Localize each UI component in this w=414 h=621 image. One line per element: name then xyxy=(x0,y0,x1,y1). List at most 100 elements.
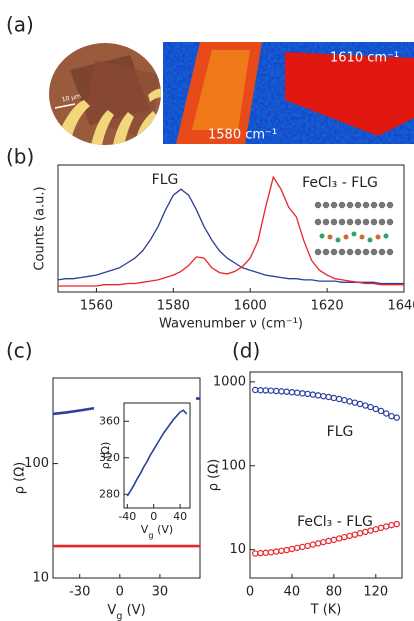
axis-frame xyxy=(123,402,191,509)
label-part: (V) xyxy=(122,603,145,618)
y-tick-label: 320 xyxy=(99,451,120,464)
crystal-structure xyxy=(314,201,394,256)
y-tick-label: 10 xyxy=(32,571,49,586)
panel-label: (c) xyxy=(6,339,33,363)
data-point xyxy=(314,540,322,547)
label-part: g xyxy=(116,611,122,621)
data-point xyxy=(262,387,269,394)
data-point xyxy=(267,387,275,394)
x-axis-label: Vg (V) xyxy=(107,603,145,621)
y-axis-label: ρ (Ω) xyxy=(207,459,222,491)
data-point xyxy=(393,414,400,421)
data-point xyxy=(309,541,317,548)
data-point xyxy=(325,537,332,545)
data-point xyxy=(288,389,296,396)
data-point xyxy=(335,395,343,403)
data-point xyxy=(351,399,359,406)
data-point xyxy=(388,412,395,420)
x-axis-label: T (K) xyxy=(310,603,342,618)
x-tick-label: 40 xyxy=(173,510,187,523)
panel-label: (b) xyxy=(6,145,34,169)
data-point xyxy=(267,549,275,556)
data-point xyxy=(330,394,338,402)
data-point xyxy=(341,396,348,404)
data-line xyxy=(58,175,404,287)
x-tick-label: -30 xyxy=(69,585,90,600)
annotation: FeCl₃ - FLG xyxy=(297,514,373,530)
x-tick-label: 80 xyxy=(326,585,343,600)
x-tick-label: 0 xyxy=(246,585,254,600)
axis-frame xyxy=(249,371,403,579)
y-tick-label: 100 xyxy=(24,456,49,471)
data-point xyxy=(309,391,317,398)
label-part: (V) xyxy=(154,523,174,536)
data-point xyxy=(257,549,264,557)
data-point xyxy=(262,549,269,556)
data-line xyxy=(57,188,404,285)
axis-frame xyxy=(57,164,405,293)
x-tick-label: 0 xyxy=(116,585,124,600)
x-axis-label: Wavenumber ν (cm⁻¹) xyxy=(159,317,303,332)
y-tick-label: 280 xyxy=(99,487,120,500)
x-tick-label: 1640 xyxy=(387,299,414,314)
y-axis-label: Counts (a.u.) xyxy=(33,186,48,270)
scale-bar-label: 10 μm xyxy=(61,93,81,104)
data-point xyxy=(257,387,264,394)
annotation: FLG xyxy=(327,424,354,440)
data-point xyxy=(367,403,374,411)
data-point xyxy=(341,533,348,541)
data-point xyxy=(325,393,332,401)
data-point xyxy=(330,536,338,544)
x-tick-label: 1580 xyxy=(157,299,190,314)
x-tick-label: 1560 xyxy=(80,299,113,314)
data-point xyxy=(320,392,327,400)
data-point xyxy=(351,531,359,538)
y-axis-label: ρ (Ω) xyxy=(99,442,112,469)
x-axis-label: Vg (V) xyxy=(141,523,173,540)
data-point xyxy=(335,535,343,542)
x-tick-label: 30 xyxy=(152,585,169,600)
data-point xyxy=(278,388,285,395)
x-tick-label: -40 xyxy=(118,510,136,523)
y-tick-label: 1000 xyxy=(213,374,246,389)
x-tick-label: 1600 xyxy=(234,299,267,314)
data-line xyxy=(126,409,188,497)
data-point xyxy=(283,546,290,554)
panel-label: (a) xyxy=(6,13,34,37)
x-tick-label: 120 xyxy=(363,585,388,600)
data-point xyxy=(283,388,290,395)
data-point xyxy=(393,520,400,528)
annotation: FLG xyxy=(152,172,179,188)
annotation: FeCl₃ - FLG xyxy=(302,175,378,191)
data-point xyxy=(372,526,379,533)
data-point xyxy=(304,390,311,398)
data-point xyxy=(377,407,385,415)
data-point xyxy=(299,543,306,551)
data-point xyxy=(252,550,259,557)
data-point xyxy=(278,547,285,555)
data-point xyxy=(383,410,390,417)
data-point xyxy=(320,538,327,546)
data-point xyxy=(346,532,353,540)
data-point xyxy=(293,389,301,396)
data-point xyxy=(288,545,296,553)
data-point xyxy=(377,524,385,532)
y-axis-label: ρ (Ω) xyxy=(13,462,28,494)
x-tick-label: 1620 xyxy=(311,299,344,314)
label-part: V xyxy=(107,603,116,618)
data-point xyxy=(314,392,322,399)
data-point xyxy=(346,398,353,405)
y-tick-label: 10 xyxy=(229,542,246,557)
inset-background xyxy=(94,397,196,542)
data-point xyxy=(252,386,259,394)
data-point xyxy=(273,387,280,395)
data-point xyxy=(388,521,395,529)
label-part: g xyxy=(148,530,153,540)
y-tick-label: 360 xyxy=(99,414,120,427)
data-point xyxy=(273,548,280,555)
data-point xyxy=(372,405,379,413)
axis-frame xyxy=(52,377,201,579)
map-label: 1610 cm⁻¹ xyxy=(330,51,399,66)
data-point xyxy=(383,523,390,530)
data-point xyxy=(362,528,369,536)
